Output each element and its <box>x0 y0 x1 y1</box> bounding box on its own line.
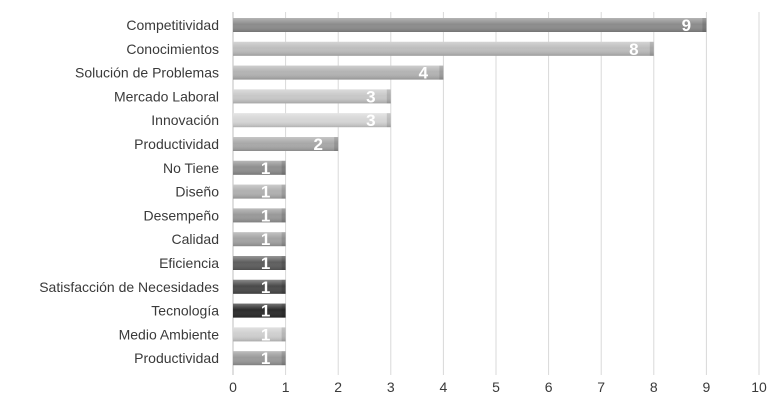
bar-6 <box>233 160 286 175</box>
bar-shade-12 <box>233 303 286 318</box>
data-labels: 9 8 4 3 3 2 1 1 1 1 1 1 1 1 1 <box>261 16 691 368</box>
bar-end-4 <box>386 113 391 128</box>
x-tick-label-3: 3 <box>387 379 395 395</box>
x-tick-label-0: 0 <box>229 379 237 395</box>
x-tick-label-1: 1 <box>282 379 290 395</box>
data-label-13: 1 <box>261 325 270 344</box>
data-label-7: 1 <box>261 183 270 202</box>
bar-end-2 <box>439 65 444 80</box>
bar-shade-2 <box>233 65 444 80</box>
bar-shade-7 <box>233 184 286 199</box>
bar-9 <box>233 232 286 247</box>
bar-shade-1 <box>233 41 654 56</box>
category-label-8: Desempeño <box>144 207 220 223</box>
bar-2 <box>233 65 444 80</box>
bar-end-6 <box>281 160 286 175</box>
category-label-14: Productividad <box>134 350 219 366</box>
data-label-3: 3 <box>366 87 375 106</box>
bar-end-5 <box>334 137 339 151</box>
x-tick-label-10: 10 <box>751 379 767 395</box>
bar-end-0 <box>702 18 707 32</box>
category-label-9: Calidad <box>172 231 219 247</box>
data-label-8: 1 <box>261 206 270 225</box>
data-label-14: 1 <box>261 349 270 368</box>
data-label-1: 8 <box>629 40 638 59</box>
category-label-10: Eficiencia <box>159 255 219 271</box>
data-label-2: 4 <box>419 64 429 83</box>
bar-shade-0 <box>233 18 707 32</box>
bar-end-11 <box>281 279 286 294</box>
x-tick-label-2: 2 <box>334 379 342 395</box>
bar-13 <box>233 327 286 342</box>
data-label-12: 1 <box>261 302 270 321</box>
bar-3 <box>233 89 391 104</box>
x-tick-label-5: 5 <box>492 379 500 395</box>
bar-shade-11 <box>233 279 286 294</box>
bars <box>233 18 707 366</box>
x-tick-label-4: 4 <box>440 379 448 395</box>
bar-5 <box>233 137 339 151</box>
bar-1 <box>233 41 654 56</box>
bar-end-1 <box>649 41 654 56</box>
bar-shade-6 <box>233 160 286 175</box>
bar-shade-14 <box>233 351 286 366</box>
data-label-10: 1 <box>261 254 270 273</box>
category-label-6: No Tiene <box>163 160 219 176</box>
bar-4 <box>233 113 391 128</box>
data-label-6: 1 <box>261 159 270 178</box>
bar-8 <box>233 208 286 223</box>
bar-end-3 <box>386 89 391 104</box>
bar-shade-8 <box>233 208 286 223</box>
bar-end-8 <box>281 208 286 223</box>
bar-10 <box>233 256 286 270</box>
bar-shade-3 <box>233 89 391 104</box>
x-tick-label-6: 6 <box>545 379 553 395</box>
bar-end-7 <box>281 184 286 199</box>
bar-shade-9 <box>233 232 286 247</box>
bar-shade-13 <box>233 327 286 342</box>
category-label-0: Competitividad <box>126 17 219 33</box>
category-label-12: Tecnología <box>151 303 219 319</box>
data-label-11: 1 <box>261 278 270 297</box>
category-label-1: Conocimientos <box>126 41 219 57</box>
category-label-7: Diseño <box>175 184 219 200</box>
category-label-3: Mercado Laboral <box>114 88 219 104</box>
x-tick-label-9: 9 <box>703 379 711 395</box>
bar-shade-5 <box>233 137 339 151</box>
bar-end-14 <box>281 351 286 366</box>
x-tick-label-7: 7 <box>597 379 605 395</box>
category-labels: Competitividad Conocimientos Solución de P… <box>39 17 219 366</box>
data-label-5: 2 <box>313 135 322 154</box>
bar-end-12 <box>281 303 286 318</box>
x-tick-label-8: 8 <box>650 379 658 395</box>
bar-7 <box>233 184 286 199</box>
bar-0 <box>233 18 707 32</box>
x-tick-labels: 0 1 2 3 4 5 6 7 8 9 10 <box>229 379 767 395</box>
category-label-5: Productividad <box>134 136 219 152</box>
bar-14 <box>233 351 286 366</box>
category-label-13: Medio Ambiente <box>119 326 220 342</box>
category-label-2: Solución de Problemas <box>75 65 219 81</box>
bar-end-13 <box>281 327 286 342</box>
data-label-0: 9 <box>682 16 691 35</box>
bar-end-9 <box>281 232 286 247</box>
bar-shade-10 <box>233 256 286 270</box>
bar-11 <box>233 279 286 294</box>
bar-end-10 <box>281 256 286 270</box>
category-label-11: Satisfacción de Necesidades <box>39 279 219 295</box>
bar-12 <box>233 303 286 318</box>
data-label-4: 3 <box>366 111 375 130</box>
category-label-4: Innovación <box>151 112 219 128</box>
data-label-9: 1 <box>261 230 270 249</box>
bar-shade-4 <box>233 113 391 128</box>
